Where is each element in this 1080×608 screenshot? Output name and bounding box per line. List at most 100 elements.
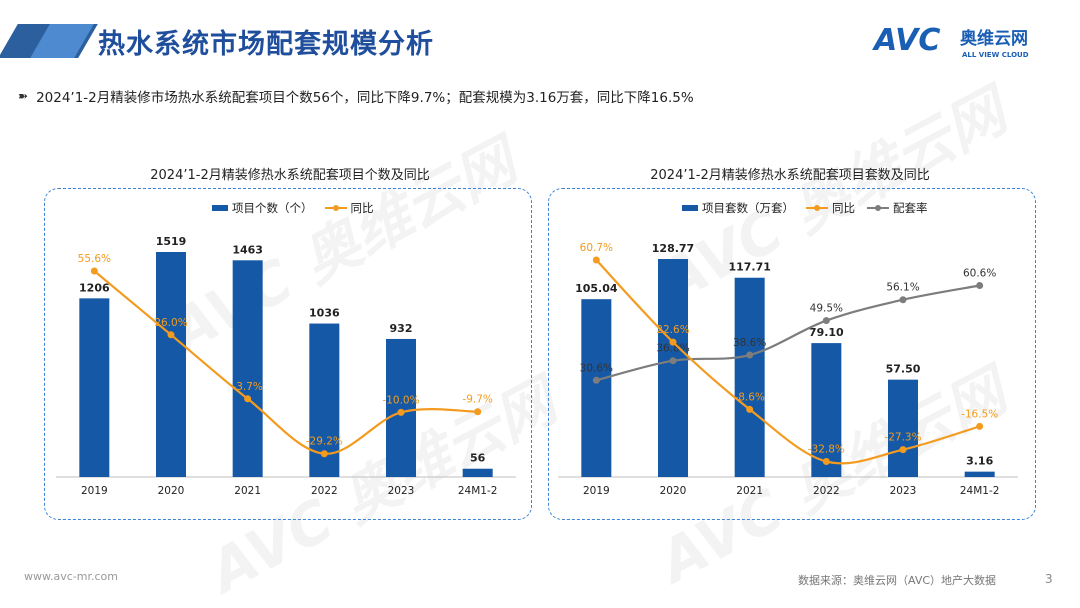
chart2-category-label: 24M1-2 xyxy=(960,485,1000,497)
summary-line: ➽ 2024’1-2月精装修市场热水系统配套项目个数56个，同比下降9.7%；配… xyxy=(18,86,694,106)
chart1-bar-value-label: 1206 xyxy=(79,281,110,294)
chart2-category-label: 2021 xyxy=(736,485,763,497)
chart2-rate-label: 38.6% xyxy=(733,337,766,349)
chart2-rate-label: 36.8% xyxy=(656,343,689,355)
chart2-yoy-label: -8.6% xyxy=(734,391,764,403)
chart2-yoy-line xyxy=(595,259,980,465)
chart2-category-label: 2022 xyxy=(813,485,840,497)
chart2-rate-line xyxy=(596,284,980,382)
chart1-yoy-label: -3.7% xyxy=(232,381,262,393)
chart2-yoy-point xyxy=(669,338,677,346)
page-title: 热水系统市场配套规模分析 xyxy=(98,29,434,60)
logo-cn: 奥维云网 xyxy=(960,28,1028,49)
chart1-yoy-label: -9.7% xyxy=(462,394,492,406)
chart1-yoy-point xyxy=(167,331,175,339)
chart1-plot: 1206 2019 1519 2020 1463 2021 1036 2022 932 2023 5… xyxy=(56,235,516,497)
chart2-bar xyxy=(964,471,995,477)
chart2-yoy-label: -27.3% xyxy=(884,432,921,444)
chart2-bar-value-label: 117.71 xyxy=(728,261,770,274)
legend-item-bar: 项目个数（个） xyxy=(212,200,313,216)
chart2-rate-label: 49.5% xyxy=(810,303,843,315)
legend-line-swatch xyxy=(806,205,828,211)
chart1-category-label: 2020 xyxy=(158,485,185,497)
chart2-bar-value-label: 3.16 xyxy=(966,455,993,468)
page-number: 3 xyxy=(1045,572,1053,586)
legend-bar-swatch xyxy=(212,205,228,211)
chart1-title: 2024’1-2月精装修热水系统配套项目个数及同比 xyxy=(150,168,430,183)
legend-line-swatch xyxy=(867,205,889,211)
logo-en: ALL VIEW CLOUD xyxy=(962,51,1029,59)
chart1-yoy-label: 26.0% xyxy=(154,317,187,329)
chart1-bar xyxy=(386,338,416,477)
chart1-bar xyxy=(79,298,110,477)
chart2-bar xyxy=(581,299,612,477)
chart2-rate-label: 60.6% xyxy=(963,268,996,280)
chart1-bar-value-label: 932 xyxy=(390,322,413,335)
chart2-plot: 105.04 2019 128.77 2020 117.71 2021 79.10 2022 5… xyxy=(558,242,1018,497)
chart2-bar xyxy=(734,277,765,477)
chart1-bar xyxy=(232,260,263,477)
legend-label: 同比 xyxy=(350,201,374,215)
chart1-yoy-label: -29.2% xyxy=(306,436,343,448)
legend-item-yoy: 同比 xyxy=(324,200,374,216)
legend-line-swatch xyxy=(324,205,347,211)
legend-label: 同比 xyxy=(832,201,855,215)
legend-item-yoy: 同比 xyxy=(806,200,855,216)
chart2-legend: 项目套数（万套） 同比 配套率 xyxy=(682,200,934,216)
chart2-rate-point xyxy=(899,296,907,304)
chart2-rate-point xyxy=(669,357,677,365)
footer-source: 数据来源：奥维云网（AVC）地产大数据 xyxy=(798,574,997,587)
chart2-rate-point xyxy=(976,282,984,290)
chart1-bar-value-label: 1463 xyxy=(232,243,263,256)
chart2-category-label: 2023 xyxy=(890,485,917,497)
chart2-bar xyxy=(888,379,918,477)
chart1-category-label: 2019 xyxy=(81,485,108,497)
chart1-bar-value-label: 1036 xyxy=(309,307,340,320)
summary-text: 2024’1-2月精装修市场热水系统配套项目个数56个，同比下降9.7%；配套规… xyxy=(36,90,694,106)
chart2-rate-label: 56.1% xyxy=(886,282,919,294)
chart2-category-label: 2020 xyxy=(660,485,687,497)
chart2-bar-value-label: 105.04 xyxy=(575,282,618,295)
chart1-yoy-point xyxy=(474,408,482,416)
legend-label: 配套率 xyxy=(893,201,928,215)
chart1-yoy-label: 55.6% xyxy=(78,253,111,265)
legend-label: 项目个数（个） xyxy=(232,201,313,215)
chart2-panel xyxy=(548,188,1036,520)
chart2-yoy-point xyxy=(746,405,754,413)
legend-item-bar: 项目套数（万套） xyxy=(682,200,794,216)
chart2-bar xyxy=(811,343,842,477)
chart2-yoy-point xyxy=(976,422,984,430)
avc-logo: AVC 奥维云网 ALL VIEW CLOUD xyxy=(872,23,1029,59)
chart2-bar xyxy=(658,259,688,477)
chart2-yoy-point xyxy=(899,446,907,454)
chart1-yoy-point xyxy=(90,267,98,275)
chart1-bar xyxy=(462,468,493,477)
chart1-bar-value-label: 56 xyxy=(470,452,486,465)
chart2-bar-value-label: 79.10 xyxy=(809,326,844,339)
chart1-category-label: 2023 xyxy=(388,485,415,497)
legend-item-rate: 配套率 xyxy=(867,200,928,216)
logo-text: AVC xyxy=(872,23,940,58)
chart2-bar-value-label: 128.77 xyxy=(652,242,694,255)
chart2-rate-label: 30.6% xyxy=(580,362,613,374)
chart2-yoy-point xyxy=(822,457,830,465)
arrow-bullet-icon: ➽ xyxy=(18,89,29,103)
chart2-category-label: 2019 xyxy=(583,485,610,497)
chart1-panel xyxy=(44,188,532,520)
chart1-yoy-line xyxy=(93,270,478,455)
chart2-yoy-point xyxy=(592,256,600,264)
chart1-legend: 项目个数（个） 同比 xyxy=(212,200,380,216)
chart2-yoy-label: -16.5% xyxy=(961,408,998,420)
chart2-yoy-label: 60.7% xyxy=(580,242,613,254)
chart1-category-label: 24M1-2 xyxy=(458,485,498,497)
chart1-yoy-label: -10.0% xyxy=(382,394,419,406)
chart1-bar xyxy=(156,251,186,477)
chart2-yoy-label: 22.6% xyxy=(656,324,689,336)
legend-bar-swatch xyxy=(682,205,698,211)
chart2-rate-point xyxy=(592,376,600,384)
footer-website: www.avc-mr.com xyxy=(24,570,118,583)
chart1-yoy-point xyxy=(397,408,405,416)
legend-label: 项目套数（万套） xyxy=(702,201,794,215)
chart2-yoy-label: -32.8% xyxy=(808,443,845,455)
chart1-category-label: 2022 xyxy=(311,485,338,497)
